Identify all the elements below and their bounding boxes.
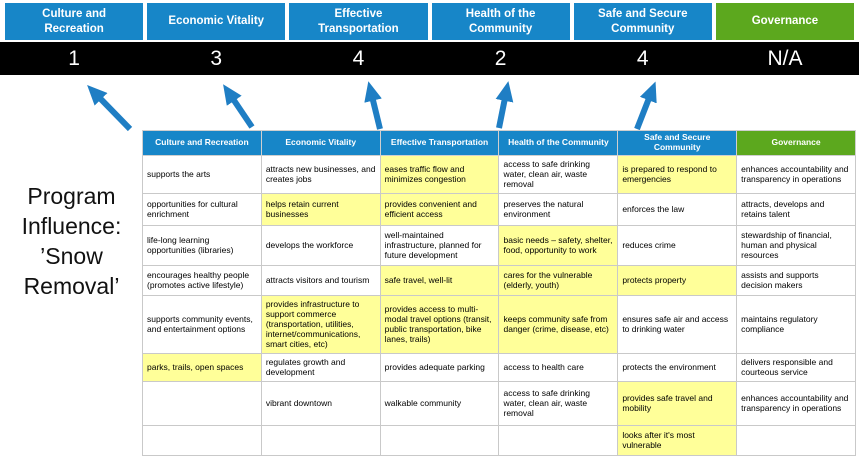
category-header-row: Culture and RecreationEconomic VitalityE… [5,3,854,40]
matrix-column-header-effective-transportation: Effective Transportation [380,131,499,156]
matrix-cell: keeps community safe from danger (crime,… [499,295,618,353]
matrix-cell: access to safe drinking water, clean air… [499,381,618,425]
matrix-cell: reduces crime [618,225,737,265]
score-value-economic-vitality: 3 [147,42,285,75]
matrix-cell: access to safe drinking water, clean air… [499,155,618,193]
matrix-cell: basic needs – safety, shelter, food, opp… [499,225,618,265]
category-header-safe-and-secure-community: Safe and Secure Community [574,3,712,40]
matrix-cell: safe travel, well-lit [380,265,499,295]
matrix-cell-empty [737,425,856,455]
matrix-cell: encourages healthy people (promotes acti… [143,265,262,295]
up-arrow-icon [370,88,380,129]
table-row: life-long learning opportunities (librar… [143,225,856,265]
matrix-cell: enhances accountability and transparency… [737,155,856,193]
matrix-cell: attracts, develops and retains talent [737,193,856,225]
matrix-cell: attracts visitors and tourism [261,265,380,295]
matrix-cell: assists and supports decision makers [737,265,856,295]
matrix-cell: regulates growth and development [261,353,380,381]
table-row: opportunities for cultural enrichmenthel… [143,193,856,225]
matrix-cell: supports community events, and entertain… [143,295,262,353]
matrix-column-header-economic-vitality: Economic Vitality [261,131,380,156]
table-row: supports the artsattracts new businesses… [143,155,856,193]
table-row: encourages healthy people (promotes acti… [143,265,856,295]
matrix-cell-empty [380,425,499,455]
slide: Culture and RecreationEconomic VitalityE… [0,0,859,465]
score-value-health-of-the-community: 2 [432,42,570,75]
matrix-cell: provides safe travel and mobility [618,381,737,425]
matrix-column-header-health-of-the-community: Health of the Community [499,131,618,156]
matrix-cell: enforces the law [618,193,737,225]
matrix-cell: cares for the vulnerable (elderly, youth… [499,265,618,295]
score-value-safe-and-secure-community: 4 [574,42,712,75]
matrix-cell: stewardship of financial, human and phys… [737,225,856,265]
matrix-cell: ensures safe air and access to drinking … [618,295,737,353]
category-header-culture-and-recreation: Culture and Recreation [5,3,143,40]
matrix-cell: parks, trails, open spaces [143,353,262,381]
matrix-cell: protects the environment [618,353,737,381]
table-row: parks, trails, open spacesregulates grow… [143,353,856,381]
matrix-cell: walkable community [380,381,499,425]
matrix-cell: preserves the natural environment [499,193,618,225]
matrix-header-row: Culture and RecreationEconomic VitalityE… [143,131,856,156]
matrix-cell: provides infrastructure to support comme… [261,295,380,353]
matrix-cell: delivers responsible and courteous servi… [737,353,856,381]
matrix-cell: attracts new businesses, and creates job… [261,155,380,193]
category-header-effective-transportation: Effective Transportation [289,3,427,40]
arrows-layer [0,77,859,133]
matrix-cell: develops the workforce [261,225,380,265]
up-arrow-icon [92,90,130,129]
up-arrow-icon [499,88,507,128]
matrix-cell: eases traffic flow and minimizes congest… [380,155,499,193]
matrix-cell: life-long learning opportunities (librar… [143,225,262,265]
table-row: vibrant downtownwalkable communityaccess… [143,381,856,425]
matrix-cell: supports the arts [143,155,262,193]
matrix-cell: vibrant downtown [261,381,380,425]
matrix-cell: provides convenient and efficient access [380,193,499,225]
matrix-cell: enhances accountability and transparency… [737,381,856,425]
category-header-governance: Governance [716,3,854,40]
matrix-column-header-culture-and-recreation: Culture and Recreation [143,131,262,156]
matrix-cell-empty [261,425,380,455]
matrix-cell: helps retain current businesses [261,193,380,225]
matrix-column-header-safe-and-secure-community: Safe and Secure Community [618,131,737,156]
table-row: looks after it's most vulnerable [143,425,856,455]
matrix-cell: maintains regulatory compliance [737,295,856,353]
score-value-governance: N/A [716,42,854,75]
category-header-health-of-the-community: Health of the Community [432,3,570,40]
matrix-cell: provides access to multi-modal travel op… [380,295,499,353]
matrix-cell: looks after it's most vulnerable [618,425,737,455]
matrix-cell: well-maintained infrastructure, planned … [380,225,499,265]
influence-matrix: Culture and RecreationEconomic VitalityE… [142,130,856,456]
matrix-cell: access to health care [499,353,618,381]
category-header-economic-vitality: Economic Vitality [147,3,285,40]
table-row: supports community events, and entertain… [143,295,856,353]
matrix-column-header-governance: Governance [737,131,856,156]
page-title: Program Influence: ’Snow Removal’ [0,182,143,302]
matrix-cell: provides adequate parking [380,353,499,381]
up-arrow-icon [227,90,252,127]
score-value-culture-and-recreation: 1 [5,42,143,75]
matrix-cell: opportunities for cultural enrichment [143,193,262,225]
matrix-cell-empty [143,381,262,425]
score-value-effective-transportation: 4 [289,42,427,75]
matrix-cell-empty [499,425,618,455]
matrix-cell: is prepared to respond to emergencies [618,155,737,193]
score-row: 13424N/A [0,42,859,75]
matrix-cell-empty [143,425,262,455]
matrix-cell: protects property [618,265,737,295]
up-arrow-icon [637,88,653,129]
